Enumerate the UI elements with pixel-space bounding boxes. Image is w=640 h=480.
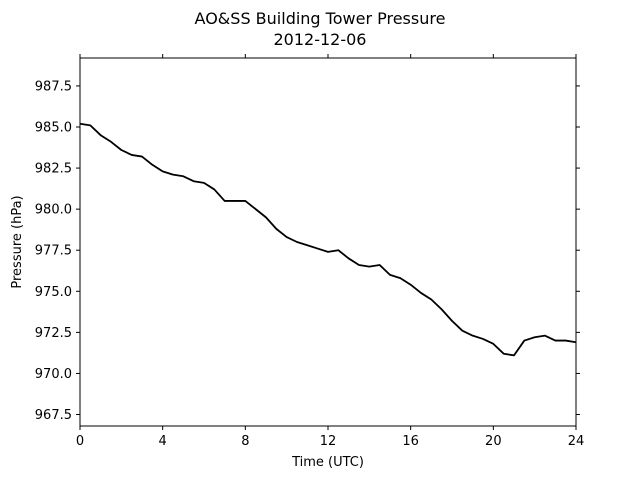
y-tick-label: 972.5 [35, 326, 72, 341]
x-tick-label: 24 [568, 434, 585, 449]
data-layer [79, 122, 577, 357]
chart-title: AO&SS Building Tower Pressure [195, 9, 446, 28]
x-tick-label: 16 [402, 434, 419, 449]
chart-subtitle: 2012-12-06 [274, 30, 367, 49]
x-tick-label: 4 [159, 434, 167, 449]
y-tick-label: 977.5 [35, 244, 72, 259]
x-tick-label: 0 [76, 434, 84, 449]
y-tick-label: 985.0 [35, 121, 72, 136]
plot-frame [79, 57, 577, 427]
y-tick-label: 980.0 [35, 203, 72, 218]
y-tick-label: 982.5 [35, 162, 72, 177]
x-tick-label: 12 [320, 434, 337, 449]
x-tick-label: 8 [241, 434, 249, 449]
y-tick-label: 970.0 [35, 367, 72, 382]
y-tick-label: 975.0 [35, 285, 72, 300]
y-tick-label: 967.5 [35, 408, 72, 423]
x-axis-label: Time (UTC) [291, 455, 364, 470]
pressure-line [79, 122, 577, 357]
ticks-layer: 0 4 8 12 16 20 24 967.5 970.0 972.5 975.0 977.5 980.… [35, 54, 584, 449]
y-axis-label: Pressure (hPa) [10, 195, 25, 288]
x-tick-label: 20 [485, 434, 502, 449]
y-tick-label: 987.5 [35, 79, 72, 94]
